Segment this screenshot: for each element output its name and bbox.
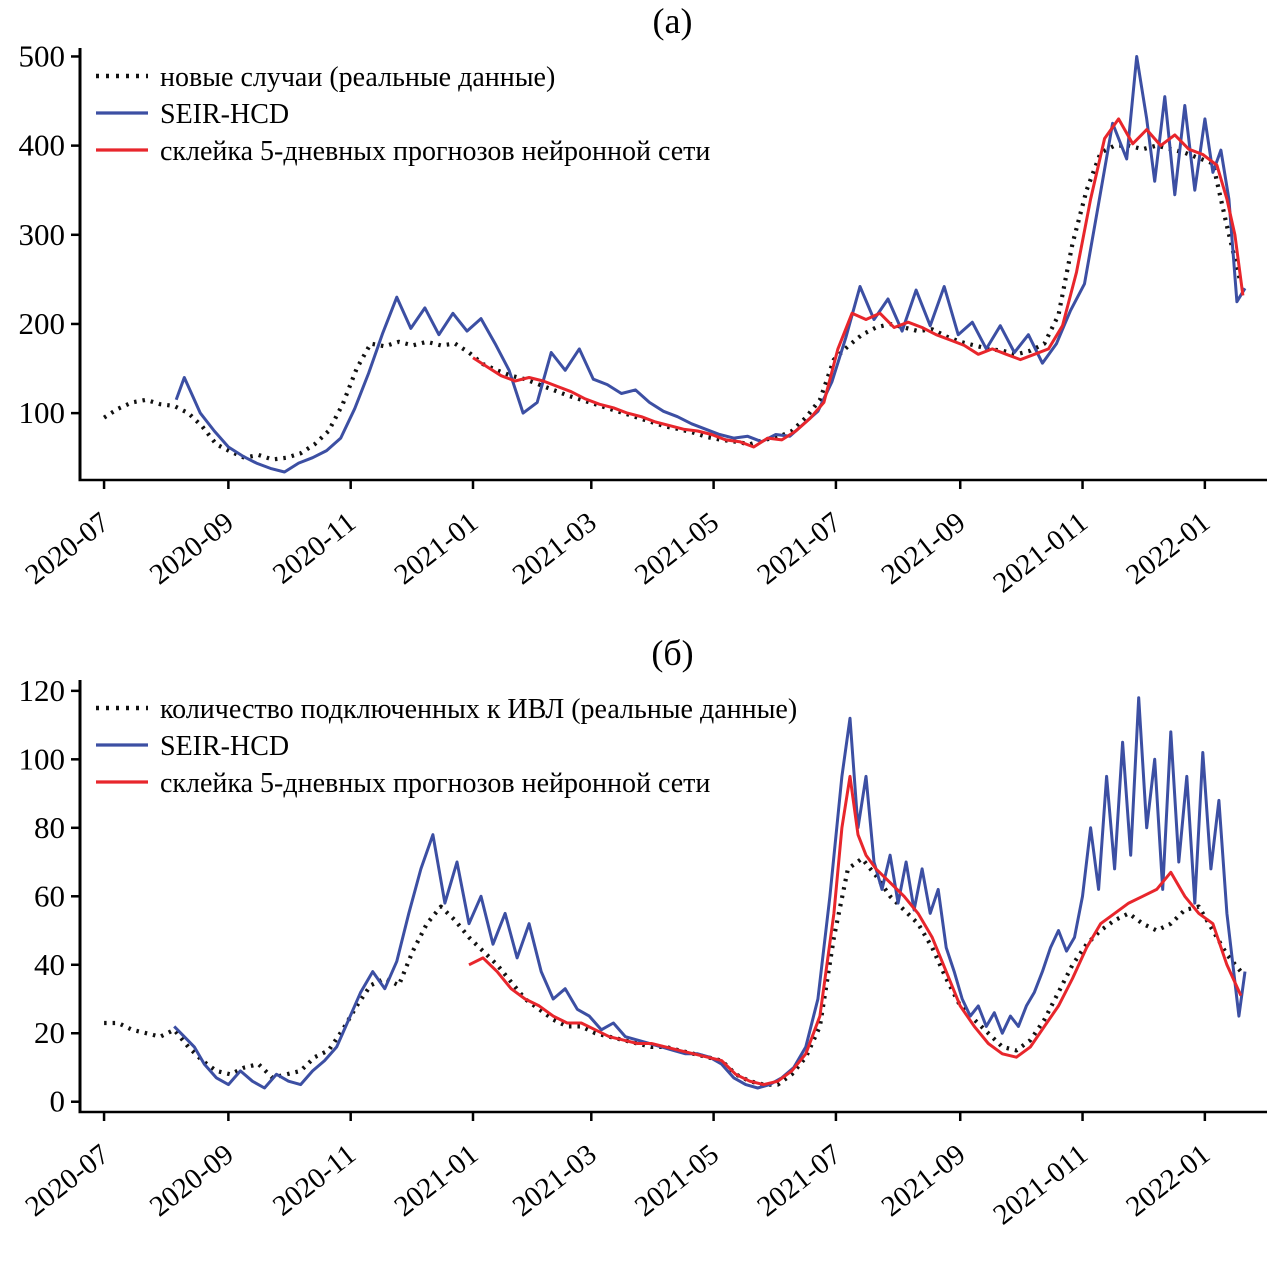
legend: новые случаи (реальные данные) SEIR-HCD ск…	[96, 62, 710, 167]
x-tick-label: 2020-09	[144, 1138, 240, 1223]
series-nn-forecast	[472, 117, 1245, 449]
x-axis: 2020-07 2020-09 2020-11 2021-01 2021-03 2021-…	[19, 1112, 1216, 1231]
chart-b-title: (б)	[651, 633, 694, 673]
chart-a-canvas: 100 200 300 400 500 2020-07 2020-09 2020-11 2021…	[19, 42, 1267, 599]
legend-item: новые случаи (реальные данные)	[96, 62, 555, 93]
x-tick-label: 2021-01	[388, 506, 484, 591]
series-real-data	[102, 143, 1243, 462]
legend: количество подключенных к ИВЛ (реальные …	[96, 694, 797, 799]
legend-item: SEIR-HCD	[96, 731, 289, 762]
legend-label: количество подключенных к ИВЛ (реальные …	[160, 694, 797, 725]
y-tick-label: 20	[34, 1015, 65, 1050]
x-tick-label: 2021-09	[876, 1138, 972, 1223]
legend-label: SEIR-HCD	[160, 99, 289, 130]
y-axis: 0 20 40 60 80 100 120	[19, 674, 80, 1119]
y-tick-label: 100	[19, 395, 66, 430]
x-tick-label: 2021-03	[507, 506, 603, 591]
legend-label: склейка 5-дневных прогнозов нейронной се…	[160, 136, 710, 167]
x-tick-label: 2021-09	[876, 506, 972, 591]
legend-label: склейка 5-дневных прогнозов нейронной се…	[160, 768, 710, 799]
x-tick-label: 2022-01	[1120, 1138, 1216, 1223]
legend-label: SEIR-HCD	[160, 731, 289, 762]
y-tick-label: 80	[34, 810, 65, 845]
y-tick-label: 400	[19, 128, 66, 163]
x-tick-label: 2020-11	[267, 1138, 362, 1222]
x-tick-label: 2021-05	[629, 1138, 725, 1223]
chart-a-title: (а)	[652, 1, 693, 41]
x-tick-label: 2021-011	[987, 1138, 1093, 1231]
y-tick-label: 100	[19, 741, 66, 776]
y-axis: 100 200 300 400 500	[19, 42, 80, 430]
x-tick-label: 2020-09	[144, 506, 240, 591]
y-tick-label: 0	[50, 1084, 66, 1119]
y-tick-label: 40	[34, 947, 65, 982]
chart-panel-a: (а) 100 200 300 400 500 2020-07 2020-09 2020-11…	[0, 0, 1273, 632]
legend-label: новые случаи (реальные данные)	[160, 62, 555, 93]
series-group	[102, 55, 1247, 474]
x-tick-label: 2021-011	[987, 506, 1093, 599]
series-seir-hcd	[174, 55, 1247, 474]
x-axis: 2020-07 2020-09 2020-11 2021-01 2021-03 2021-…	[19, 480, 1216, 599]
x-tick-label: 2020-11	[267, 506, 362, 590]
x-tick-label: 2020-07	[19, 1138, 115, 1223]
y-tick-label: 500	[19, 42, 66, 73]
y-tick-label: 120	[19, 674, 66, 708]
y-tick-label: 200	[19, 306, 66, 341]
x-tick-label: 2022-01	[1120, 506, 1216, 591]
x-tick-label: 2021-05	[629, 506, 725, 591]
y-tick-label: 60	[34, 878, 65, 913]
x-tick-label: 2021-07	[751, 506, 847, 591]
x-tick-label: 2021-07	[751, 1138, 847, 1223]
legend-item: SEIR-HCD	[96, 99, 289, 130]
series-seir-hcd	[173, 696, 1247, 1090]
chart-panel-b: (б) 0 20 40 60 80 100 120 2020-07 2020-09 2020-11…	[0, 632, 1273, 1264]
series-group	[104, 696, 1247, 1090]
legend-item: количество подключенных к ИВЛ (реальные …	[96, 694, 797, 725]
legend-item: склейка 5-дневных прогнозов нейронной се…	[96, 136, 710, 167]
x-tick-label: 2021-03	[507, 1138, 603, 1223]
y-tick-label: 300	[19, 217, 66, 252]
chart-b-canvas: 0 20 40 60 80 100 120 2020-07 2020-09 2020-11 2021…	[19, 674, 1267, 1231]
legend-item: склейка 5-дневных прогнозов нейронной се…	[96, 768, 710, 799]
x-tick-label: 2020-07	[19, 506, 115, 591]
series-nn-forecast	[468, 774, 1243, 1087]
x-tick-label: 2021-01	[388, 1138, 484, 1223]
